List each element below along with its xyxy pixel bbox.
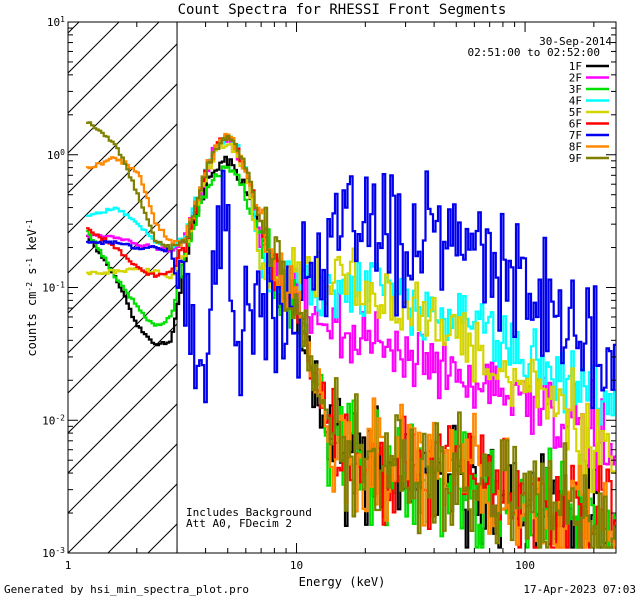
hatch-line [68, 283, 178, 394]
annotation-attenuator: Att A0, FDecim 2 [186, 517, 292, 530]
legend-label-4F: 4F [569, 95, 582, 108]
y-tick-labels: 10-3 10-2 10-1 100 101 [42, 15, 65, 561]
y-axis-label: counts cm-2 s-1 keV-1 [25, 219, 40, 356]
ylabel-exp2: -1 [25, 258, 34, 268]
hatch-line [68, 243, 178, 354]
hatch-line [68, 163, 178, 274]
series-3F-line [86, 165, 616, 549]
chart-title: Count Spectra for RHESSI Front Segments [178, 2, 507, 18]
hatch-line [0, 0, 108, 553]
ylabel-end: keV [25, 229, 39, 258]
y-tick-label: 10-3 [42, 546, 65, 561]
ylabel-base: counts cm [25, 292, 39, 357]
render-timestamp: 17-Apr-2023 07:03 [523, 583, 636, 596]
legend-label-1F: 1F [569, 60, 582, 73]
axis-ticks [67, 21, 616, 554]
hatch-line [68, 403, 178, 514]
y-tick-label: 10-1 [42, 280, 65, 295]
hatch-line [68, 203, 178, 314]
x-tick-label: 100 [515, 559, 535, 572]
x-tick-labels: 1 10 100 [65, 559, 535, 572]
y-tick-label: 10-2 [42, 413, 65, 428]
annotation-background: Includes Background [186, 506, 312, 519]
hatch-line [68, 43, 178, 154]
legend-label-8F: 8F [569, 141, 582, 154]
legend-label-3F: 3F [569, 83, 582, 96]
ylabel-mid: s [25, 268, 39, 282]
ylabel-exp1: -2 [25, 282, 34, 292]
hatch-line [68, 363, 178, 474]
chart-time-range: 02:51:00 to 02:52:00 [468, 46, 600, 59]
ylabel-exp3: -1 [25, 219, 34, 229]
hatch-line [68, 22, 160, 114]
x-tick-label: 1 [65, 559, 72, 572]
series-9F-line [86, 121, 616, 549]
hatch-line [68, 443, 178, 553]
generated-by-note: Generated by hsi_min_spectra_plot.pro [4, 583, 250, 596]
series-lines [86, 121, 616, 549]
x-axis-label: Energy (keV) [299, 575, 386, 589]
legend-label-6F: 6F [569, 118, 582, 131]
hatch-line [68, 22, 120, 74]
legend-label-7F: 7F [569, 129, 582, 142]
legend-label-2F: 2F [569, 72, 582, 85]
series-2F-line [86, 136, 616, 491]
x-tick-label: 10 [290, 559, 303, 572]
y-tick-label: 100 [47, 147, 65, 162]
legend-label-5F: 5F [569, 106, 582, 119]
legend-label-9F: 9F [569, 152, 582, 165]
hatch-line [68, 22, 80, 34]
excluded-region-hatch [0, 0, 178, 553]
y-tick-label: 101 [47, 15, 65, 30]
series-7F-line [86, 169, 616, 410]
chart-date: 30-Sep-2014 [539, 35, 612, 48]
